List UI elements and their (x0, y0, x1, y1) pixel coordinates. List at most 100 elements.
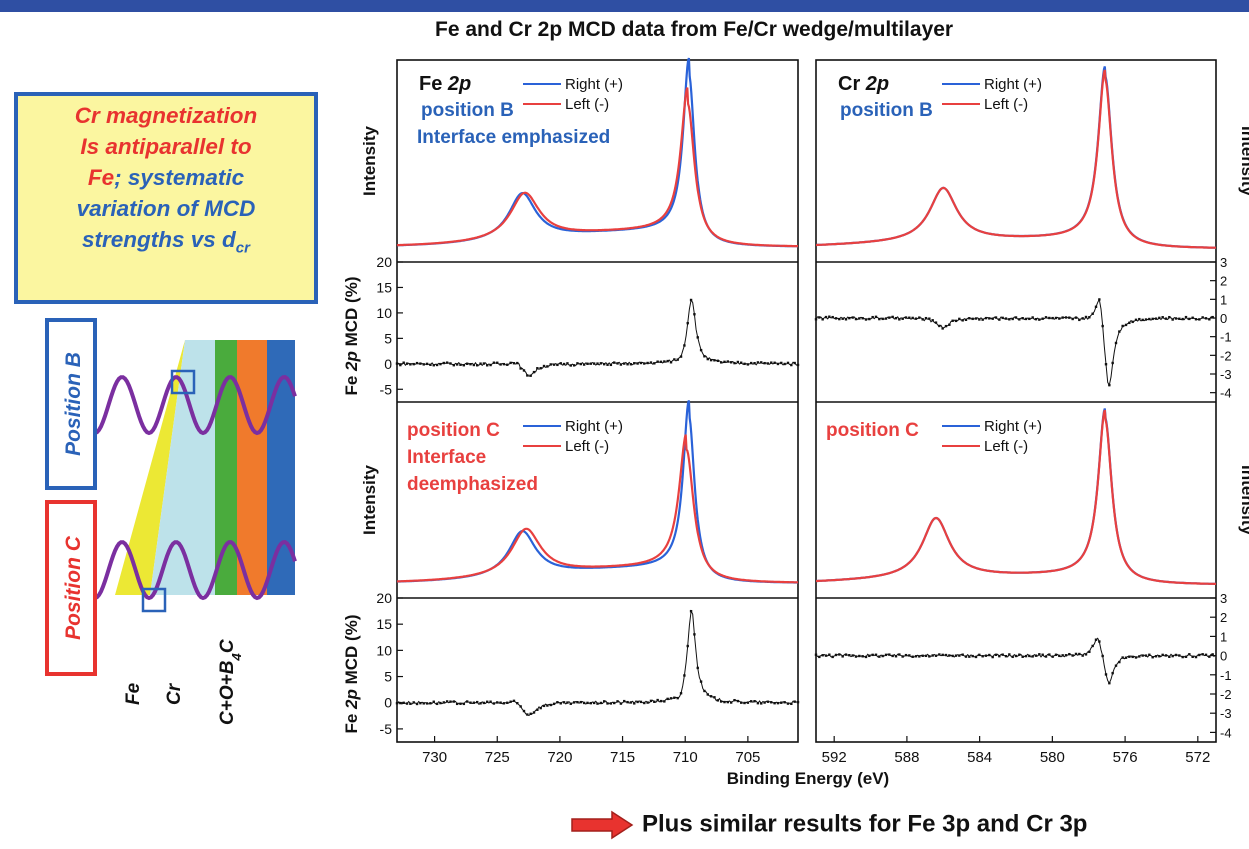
mcd-point-5-24 (854, 317, 858, 321)
mcd-point-1-96 (556, 363, 559, 367)
mcd-point-7-172 (1101, 654, 1104, 658)
mcd-point-7-40 (881, 654, 884, 658)
mcd-point-3-80 (529, 712, 532, 716)
mcd-point-1-178 (693, 313, 696, 316)
mcd-point-7-158 (1078, 652, 1081, 656)
mcd-point-5-208 (1161, 316, 1164, 319)
mcd-point-1-58 (492, 361, 496, 364)
mcd-point-5-84 (954, 319, 958, 323)
ytick-label-1-5: 5 (384, 330, 392, 346)
ylabel-1: Fe 2p MCD (%) (342, 276, 361, 395)
mcd-point-5-182 (1118, 330, 1121, 333)
mcd-point-1-88 (542, 364, 546, 368)
mcd-point-7-62 (918, 655, 921, 658)
mcd-point-3-190 (713, 696, 716, 699)
ytick-label-5-2: 2 (1220, 274, 1227, 289)
mcd-point-1-10 (412, 362, 415, 366)
mcd-point-7-154 (1071, 654, 1074, 657)
mcd-point-1-42 (465, 362, 469, 365)
mcd-point-3-66 (506, 701, 509, 704)
mcd-point-3-196 (723, 700, 726, 704)
mcd-point-3-74 (519, 705, 522, 708)
mcd-point-5-132 (1034, 317, 1038, 321)
mcd-point-5-70 (931, 319, 934, 322)
mcd-point-7-0 (814, 653, 818, 656)
mcd-point-5-80 (948, 323, 951, 326)
mcd-point-7-38 (878, 655, 881, 658)
cr-xtick-label-576: 576 (1113, 749, 1138, 766)
mcd-point-5-102 (984, 316, 988, 320)
mcd-point-7-76 (941, 653, 944, 657)
mcd-point-3-12 (415, 702, 419, 706)
callout-line4: variation of MCD (76, 196, 256, 221)
mcd-point-7-4 (821, 654, 824, 657)
mcd-point-3-212 (750, 700, 753, 703)
footer-text: Plus similar results for Fe 3p and Cr 3p (642, 810, 1088, 838)
legend-label-6-0: Right (+) (984, 418, 1042, 435)
mcd-point-5-166 (1091, 312, 1094, 315)
mcd-point-1-192 (716, 359, 719, 363)
mcd-point-5-54 (904, 316, 908, 319)
mcd-point-3-68 (509, 700, 512, 703)
mcd-point-7-206 (1158, 655, 1161, 658)
legend-label-2-0: Right (+) (565, 418, 623, 435)
fe-xtick-label-725: 725 (485, 749, 510, 766)
mcd-point-5-86 (958, 317, 961, 321)
mcd-point-5-44 (888, 316, 891, 319)
mcd-point-5-226 (1191, 316, 1194, 319)
mcd-point-5-82 (951, 319, 954, 322)
mcd-point-5-72 (934, 321, 938, 324)
mcd-point-5-212 (1168, 315, 1171, 319)
mcd-point-3-130 (613, 701, 616, 705)
mcd-point-3-172 (683, 674, 686, 677)
mcd-point-3-232 (783, 701, 786, 704)
mcd-point-1-116 (589, 362, 593, 365)
layer-label-4: W (272, 662, 293, 682)
mcd-point-5-34 (871, 315, 874, 319)
mcd-point-3-82 (532, 711, 536, 714)
legend-label-2-1: Left (-) (565, 438, 609, 455)
mcd-point-1-90 (546, 365, 549, 368)
mcd-point-5-170 (1098, 298, 1101, 301)
mcd-point-3-182 (699, 680, 703, 683)
mcd-point-5-20 (848, 316, 851, 320)
red-arrow-icon (571, 810, 634, 840)
mcd-point-1-140 (629, 363, 633, 366)
mcd-point-3-174 (686, 644, 689, 648)
mcd-point-5-214 (1171, 318, 1174, 321)
cr-xtick-label-580: 580 (1040, 749, 1065, 766)
mcd-point-7-142 (1051, 655, 1054, 658)
mcd-point-1-224 (770, 361, 773, 364)
mcd-point-5-160 (1081, 317, 1084, 320)
mcd-point-3-88 (542, 704, 546, 708)
mcd-point-5-220 (1181, 317, 1184, 321)
mcd-point-1-46 (472, 363, 476, 367)
mcd-point-7-84 (954, 654, 958, 657)
mcd-point-3-56 (489, 700, 492, 703)
annotation-0-0: position B (421, 100, 514, 121)
mcd-point-3-198 (726, 700, 730, 704)
mcd-point-3-60 (496, 701, 499, 704)
mcd-point-3-188 (709, 695, 713, 698)
mcd-point-7-70 (931, 654, 934, 657)
mcd-point-7-192 (1134, 656, 1138, 659)
mcd-point-1-172 (683, 344, 686, 347)
mcd-point-1-132 (616, 362, 619, 365)
mcd-point-5-46 (891, 315, 894, 319)
legend-label-0-1: Left (-) (565, 96, 609, 113)
ytick-label-3-5: 5 (384, 669, 392, 685)
mcd-point-5-144 (1054, 316, 1058, 320)
annotation-0-1: Interface emphasized (417, 127, 610, 148)
mcd-point-3-194 (719, 700, 723, 703)
mcd-point-1-180 (696, 336, 699, 339)
mcd-point-3-10 (412, 701, 415, 704)
mcd-point-3-204 (736, 699, 740, 703)
fe-xtick-label-715: 715 (610, 749, 635, 766)
mcd-point-7-64 (921, 654, 924, 657)
mcd-point-5-134 (1038, 318, 1041, 321)
mcd-point-3-124 (602, 700, 606, 703)
mcd-point-7-204 (1154, 655, 1158, 658)
mcd-point-5-58 (911, 316, 914, 320)
ytick-label-5-3: 3 (1220, 255, 1227, 270)
cr-xtick-label-584: 584 (967, 749, 992, 766)
